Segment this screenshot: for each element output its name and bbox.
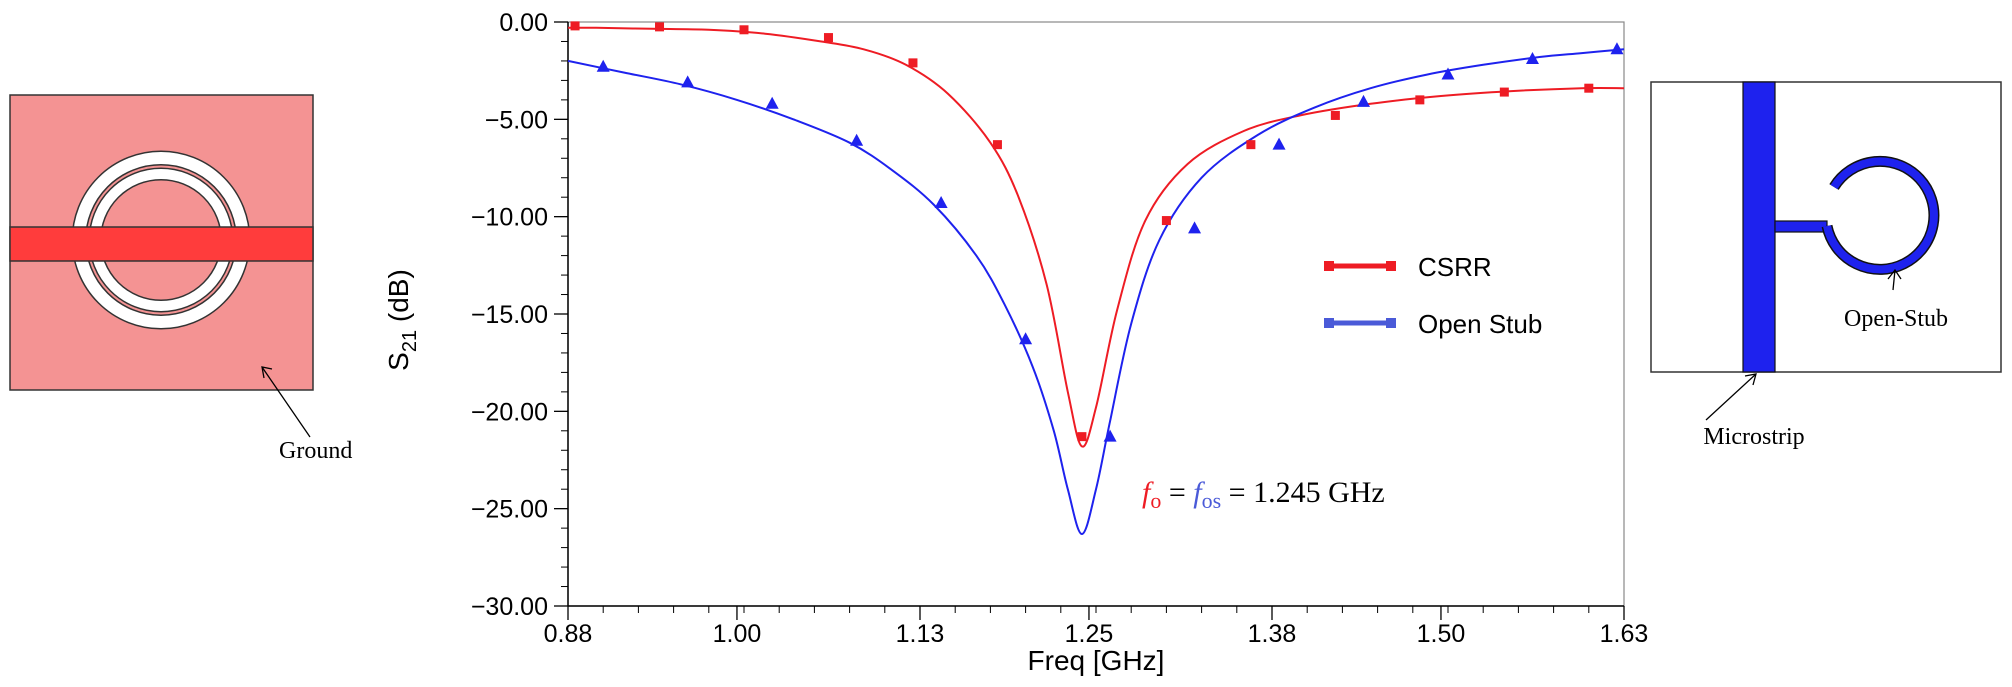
microstrip-vertical	[1742, 81, 1776, 373]
data-point-csrr	[570, 21, 580, 31]
x-tick-label: 1.25	[1065, 620, 1114, 648]
legend-marker-open-stub-right	[1386, 318, 1396, 328]
open-stub-ring-fill	[1823, 157, 1938, 274]
data-point-open-stub	[1019, 332, 1033, 345]
legend-marker-open-stub-left	[1324, 318, 1334, 328]
y-tick-label: −30.00	[471, 593, 548, 621]
data-point-csrr	[1246, 140, 1256, 150]
y-axis-label: S21 (dB)	[383, 269, 421, 371]
x-axis-ticks: 0.88 1.00 1.13 1.25 1.38 1.50 1.63	[544, 606, 1649, 648]
data-point-open-stub	[1103, 429, 1117, 442]
data-point-csrr	[992, 140, 1002, 150]
open-stub-label: Open-Stub	[1844, 306, 1948, 332]
x-tick-label: 1.63	[1600, 620, 1649, 648]
data-point-csrr	[908, 58, 918, 68]
data-point-open-stub	[596, 59, 610, 72]
open-stub-pointer-arrow	[1892, 269, 1896, 291]
data-point-csrr	[1415, 95, 1425, 105]
data-point-csrr	[823, 33, 833, 43]
microstrip-line	[9, 226, 314, 262]
legend-label-open-stub: Open Stub	[1418, 309, 1542, 339]
series-lines	[567, 26, 1625, 536]
ground-pointer-arrow	[261, 366, 311, 438]
y-tick-label: −5.00	[485, 106, 548, 134]
series-line-csrr	[567, 26, 1625, 448]
data-point-open-stub	[1357, 94, 1371, 107]
data-point-open-stub	[850, 133, 864, 146]
y-axis-ticks: 0.00 −5.00 −10.00 −15.00 −20.00 −25.00 −30.00	[471, 9, 568, 621]
data-point-csrr	[1499, 87, 1509, 97]
s21-chart: 0.00−5.00−10.00−15.00−20.00−25.00−30.00 …	[383, 9, 1648, 676]
legend: CSRR Open Stub	[1324, 252, 1542, 339]
y-tick-label: −20.00	[471, 398, 548, 426]
x-tick-label: 1.00	[713, 620, 762, 648]
y-tick-label: 0.00	[499, 9, 548, 37]
plot-area	[567, 21, 1625, 607]
microstrip-label: Microstrip	[1703, 424, 1804, 450]
y-tick-label: −25.00	[471, 496, 548, 524]
resonance-annotation: fo = fos = 1.245 GHz	[1142, 476, 1385, 513]
data-point-csrr	[655, 22, 665, 32]
data-point-open-stub	[681, 75, 695, 88]
data-point-open-stub	[1272, 137, 1286, 150]
legend-marker-csrr-left	[1324, 261, 1334, 271]
legend-marker-csrr-right	[1386, 261, 1396, 271]
data-point-open-stub	[1610, 42, 1624, 55]
data-point-csrr	[1077, 432, 1087, 442]
x-tick-label: 1.38	[1248, 620, 1297, 648]
x-axis-label: Freq [GHz]	[1028, 645, 1165, 676]
x-tick-label: 0.88	[544, 620, 593, 648]
legend-item-open-stub: Open Stub	[1324, 309, 1542, 339]
data-point-open-stub	[1188, 221, 1202, 234]
data-point-open-stub	[1441, 67, 1455, 80]
y-tick-label: −15.00	[471, 301, 548, 329]
y-tick-label: −10.00	[471, 204, 548, 232]
data-point-csrr	[1161, 216, 1171, 226]
open-stub-structure-figure: Open-Stub Microstrip	[1650, 81, 2002, 450]
stub-feed-line	[1774, 220, 1828, 233]
microstrip-pointer-arrow	[1705, 373, 1757, 421]
series-line-open-stub	[567, 48, 1625, 536]
open-stub-pointer-arrowhead	[1887, 268, 1902, 280]
ground-pointer-arrowhead	[261, 366, 273, 379]
data-point-open-stub	[1525, 51, 1539, 64]
data-point-open-stub	[934, 196, 948, 209]
legend-label-csrr: CSRR	[1418, 252, 1492, 282]
data-point-csrr	[739, 25, 749, 35]
series-markers	[570, 21, 1624, 442]
data-point-csrr	[1330, 110, 1340, 120]
ground-label: Ground	[279, 438, 352, 464]
x-tick-label: 1.13	[896, 620, 945, 648]
microstrip-pointer-arrowhead	[1744, 373, 1757, 386]
csrr-structure-figure: Ground	[9, 94, 352, 464]
x-tick-label: 1.50	[1417, 620, 1466, 648]
data-point-open-stub	[765, 96, 779, 109]
legend-item-csrr: CSRR	[1324, 252, 1492, 282]
data-point-csrr	[1584, 83, 1594, 93]
